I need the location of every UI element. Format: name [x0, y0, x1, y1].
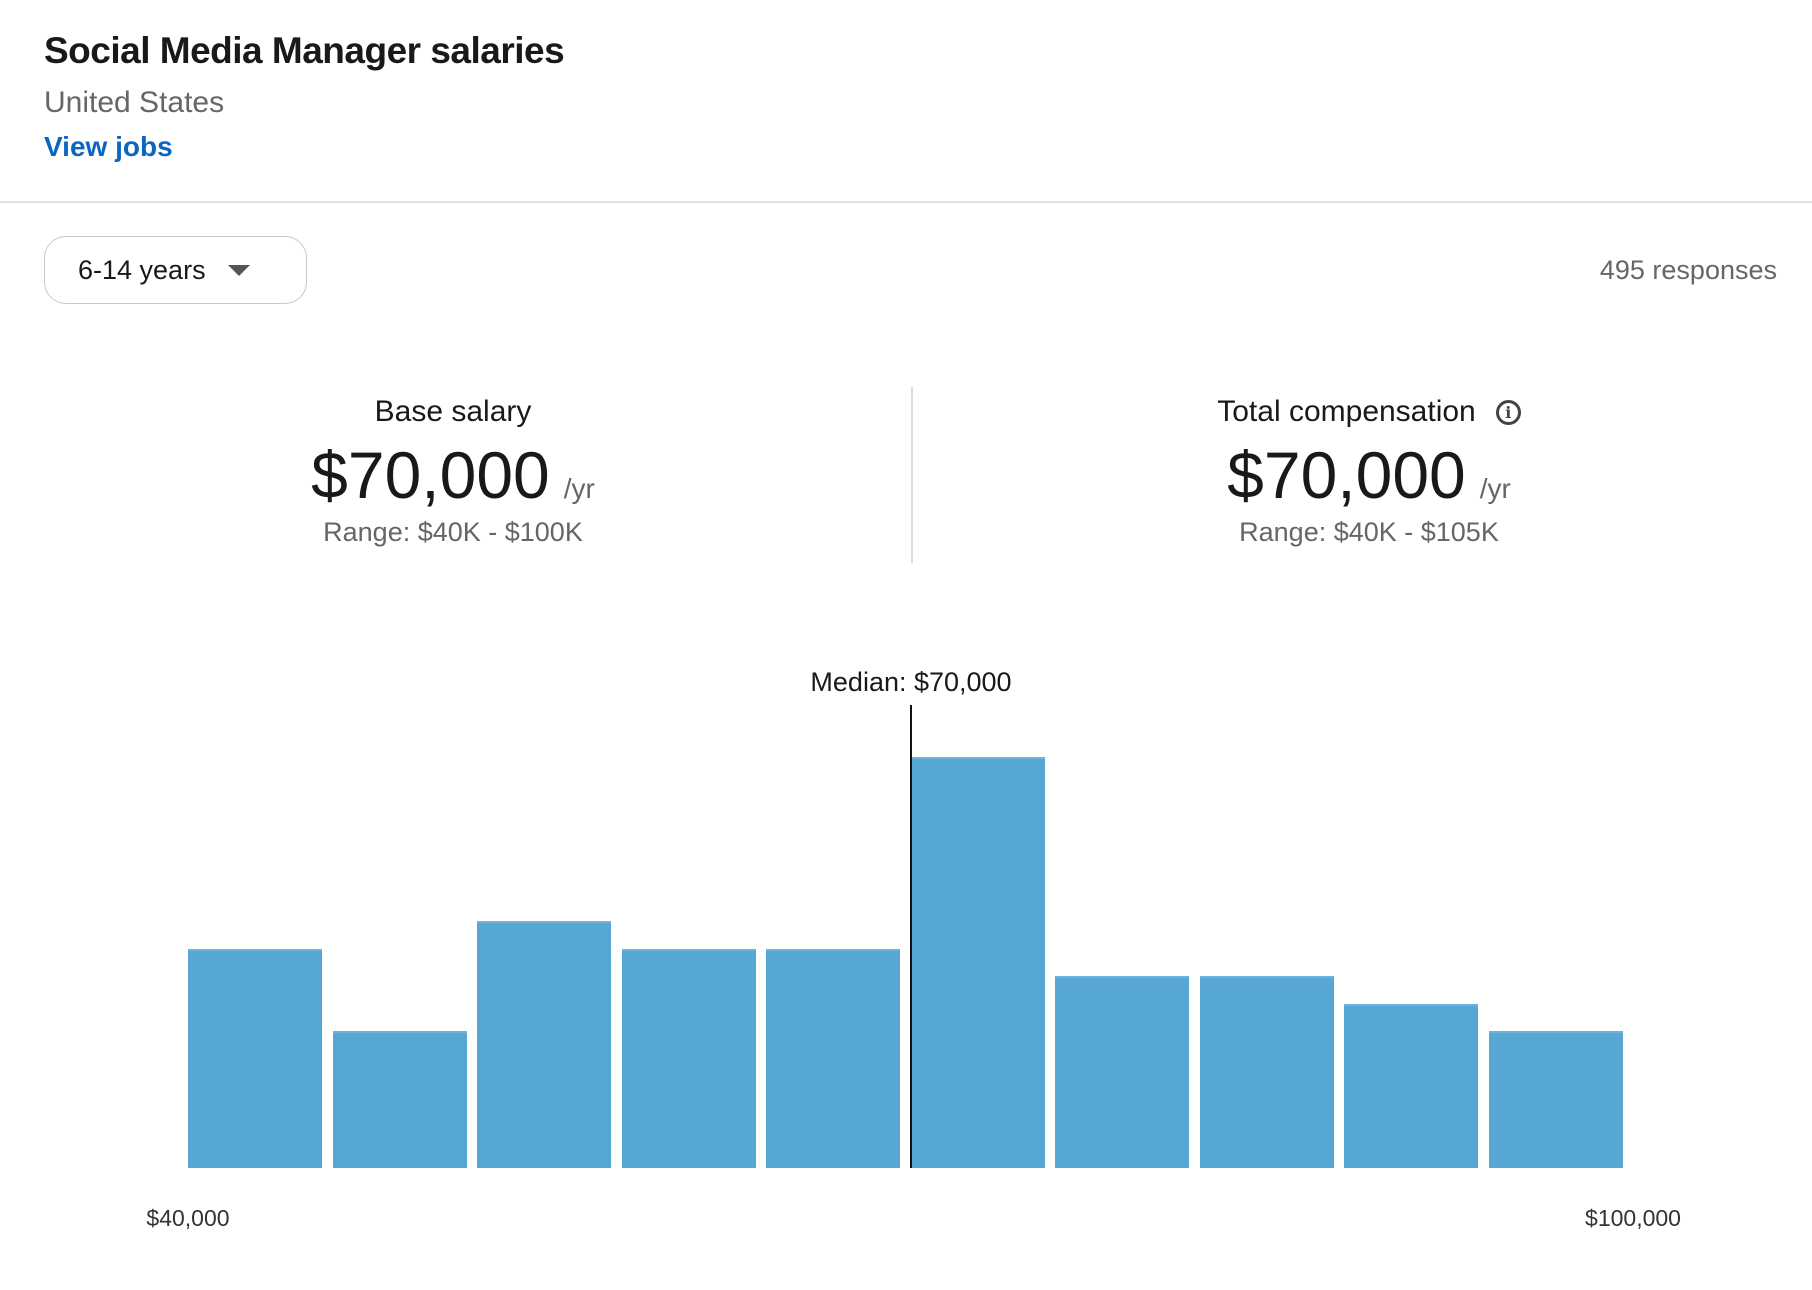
stat-divider — [911, 387, 913, 563]
median-label: Median: $70,000 — [810, 667, 1012, 697]
total-compensation-stat: Total compensation i $70,000/yr Range: $4… — [1019, 395, 1719, 548]
base-salary-stat: Base salary $70,000/yr Range: $40K - $10… — [103, 395, 803, 548]
total-compensation-period: /yr — [1479, 473, 1511, 504]
total-compensation-value: $70,000 — [1227, 438, 1466, 512]
total-compensation-range: Range: $40K - $105K — [1239, 517, 1499, 547]
x-max-label: $100,000 — [1585, 1205, 1681, 1231]
experience-dropdown[interactable]: 6-14 years — [44, 236, 307, 304]
histogram-bar[interactable] — [621, 948, 756, 1168]
page-title: Social Media Manager salaries — [44, 30, 565, 71]
base-salary-value: $70,000 — [311, 438, 550, 512]
histogram-bar[interactable] — [188, 948, 322, 1168]
median-line — [910, 705, 912, 1168]
divider — [0, 201, 1812, 203]
histogram-bar[interactable] — [1199, 976, 1334, 1168]
base-salary-period: /yr — [563, 473, 595, 504]
histogram-bar[interactable] — [766, 948, 900, 1168]
histogram-bar[interactable] — [1488, 1031, 1623, 1168]
histogram-bar[interactable] — [1344, 1003, 1478, 1168]
histogram-bar[interactable] — [1055, 976, 1189, 1168]
info-icon[interactable]: i — [1495, 399, 1521, 425]
histogram-bar[interactable] — [477, 921, 611, 1168]
responses-count: 495 responses — [1599, 255, 1777, 285]
base-salary-label: Base salary — [374, 395, 532, 428]
histogram-bar[interactable] — [332, 1031, 467, 1168]
view-jobs-link[interactable]: View jobs — [44, 131, 173, 162]
caret-down-icon — [227, 264, 250, 276]
x-min-label: $40,000 — [146, 1205, 230, 1231]
location: United States — [44, 86, 225, 119]
experience-selected: 6-14 years — [78, 254, 206, 285]
base-salary-range: Range: $40K - $100K — [323, 517, 583, 547]
histogram-bar[interactable] — [910, 757, 1045, 1168]
total-compensation-label: Total compensation — [1217, 395, 1476, 428]
